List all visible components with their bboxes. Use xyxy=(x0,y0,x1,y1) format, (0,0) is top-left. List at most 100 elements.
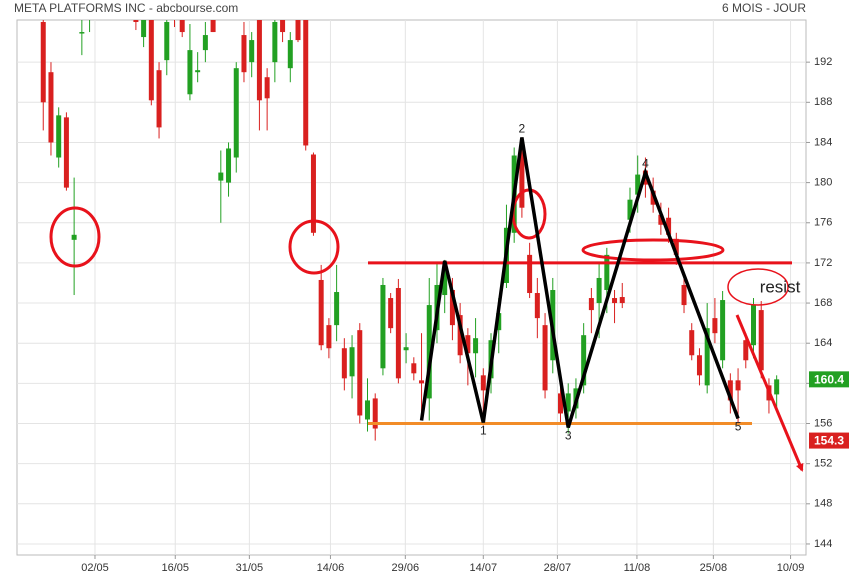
y-tick-label: 172 xyxy=(814,257,832,269)
candle-body xyxy=(326,325,332,349)
y-tick-label: 184 xyxy=(814,136,832,148)
candle-body xyxy=(720,300,726,361)
plot-area xyxy=(16,19,807,556)
pattern-label: 3 xyxy=(565,429,572,443)
candle-body xyxy=(619,297,625,304)
candle-body xyxy=(534,293,540,319)
pattern-label: 4 xyxy=(642,157,649,171)
candle-body xyxy=(256,20,262,101)
candle-body xyxy=(581,335,587,386)
candle-body xyxy=(449,290,455,326)
candle-body xyxy=(727,380,733,401)
candle-body xyxy=(79,32,85,34)
x-tick-label: 31/05 xyxy=(236,562,264,574)
candle-body xyxy=(141,20,147,38)
candle-body xyxy=(542,325,548,391)
candle-body xyxy=(696,355,702,376)
x-tick-label: 25/08 xyxy=(700,562,728,574)
y-tick-label: 176 xyxy=(814,217,832,229)
candle-body xyxy=(272,22,278,63)
candle-body xyxy=(704,328,710,386)
candle-body xyxy=(627,199,633,220)
candle-body xyxy=(295,20,301,41)
candle-body xyxy=(364,400,370,420)
candle-body xyxy=(133,20,139,23)
chart-title: META PLATFORMS INC - abcbourse.com xyxy=(14,1,238,15)
x-tick-label: 11/08 xyxy=(624,562,651,574)
candle-body xyxy=(658,214,664,225)
candle-body xyxy=(519,152,525,208)
candle-body xyxy=(565,393,571,412)
pattern-label: 1 xyxy=(480,424,487,438)
candle-body xyxy=(457,315,463,356)
x-tick-label: 02/05 xyxy=(81,562,109,574)
candle-body xyxy=(210,20,216,33)
candle-body xyxy=(233,68,239,158)
candle-body xyxy=(473,338,479,354)
candle-body xyxy=(480,375,486,391)
candle-body xyxy=(419,380,425,384)
candle-body xyxy=(287,40,293,69)
candle-body xyxy=(164,22,170,61)
candle-body xyxy=(318,279,324,346)
candle-body xyxy=(388,298,394,329)
candle-body xyxy=(48,72,54,143)
candle-body xyxy=(218,172,224,181)
overlay xyxy=(49,137,804,472)
candle-body xyxy=(689,330,695,356)
candle-body xyxy=(588,298,594,311)
y-tick-label: 192 xyxy=(814,56,832,68)
candle-body xyxy=(395,288,401,379)
candle-body xyxy=(349,347,355,377)
candle-body xyxy=(63,117,69,188)
candle-body xyxy=(303,20,309,146)
candle-body xyxy=(71,234,77,240)
candle-body xyxy=(712,318,718,334)
candle-body xyxy=(148,20,154,101)
candle-body xyxy=(380,284,386,369)
price-label-box xyxy=(809,371,849,388)
candle-body xyxy=(681,284,687,306)
candle-body xyxy=(56,115,62,158)
candle-body xyxy=(774,379,780,395)
grid xyxy=(17,20,806,555)
chart-subtitle: 6 MOIS - JOUR xyxy=(722,1,806,15)
candle-body xyxy=(202,35,208,51)
circle-annotation xyxy=(288,219,340,275)
candle-body xyxy=(751,305,757,346)
x-tick-label: 16/05 xyxy=(161,562,189,574)
x-tick-label: 14/06 xyxy=(317,562,345,574)
candle-body xyxy=(604,254,610,291)
candle-body xyxy=(426,305,432,399)
candle-body xyxy=(596,277,602,304)
candle-body xyxy=(156,70,162,128)
x-tick-label: 10/09 xyxy=(777,562,805,574)
candle-body xyxy=(635,174,641,195)
y-tick-label: 156 xyxy=(814,417,832,429)
candle-body xyxy=(372,398,378,429)
candle-body xyxy=(496,313,502,331)
candle-body xyxy=(557,393,563,414)
y-tick-label: 152 xyxy=(814,458,832,470)
y-tick-label: 188 xyxy=(814,96,832,108)
candle-body xyxy=(666,217,672,235)
annotation-text: resist xyxy=(760,277,801,296)
candle-body xyxy=(612,298,618,304)
candle-body xyxy=(40,22,46,103)
candle-body xyxy=(334,292,340,326)
y-tick-label: 144 xyxy=(814,538,832,550)
candle-body xyxy=(341,348,347,379)
pattern-label: 5 xyxy=(735,420,742,434)
candle-body xyxy=(179,20,185,33)
candle-body xyxy=(241,35,247,73)
candle-body xyxy=(187,50,193,95)
pattern-line xyxy=(419,137,740,429)
candle-body xyxy=(673,238,679,255)
candle-body xyxy=(465,335,471,354)
circle-annotation xyxy=(727,268,789,306)
candle-body xyxy=(357,330,363,416)
candle-body xyxy=(280,20,286,33)
candle-body xyxy=(442,267,448,296)
candle-body xyxy=(735,380,741,391)
